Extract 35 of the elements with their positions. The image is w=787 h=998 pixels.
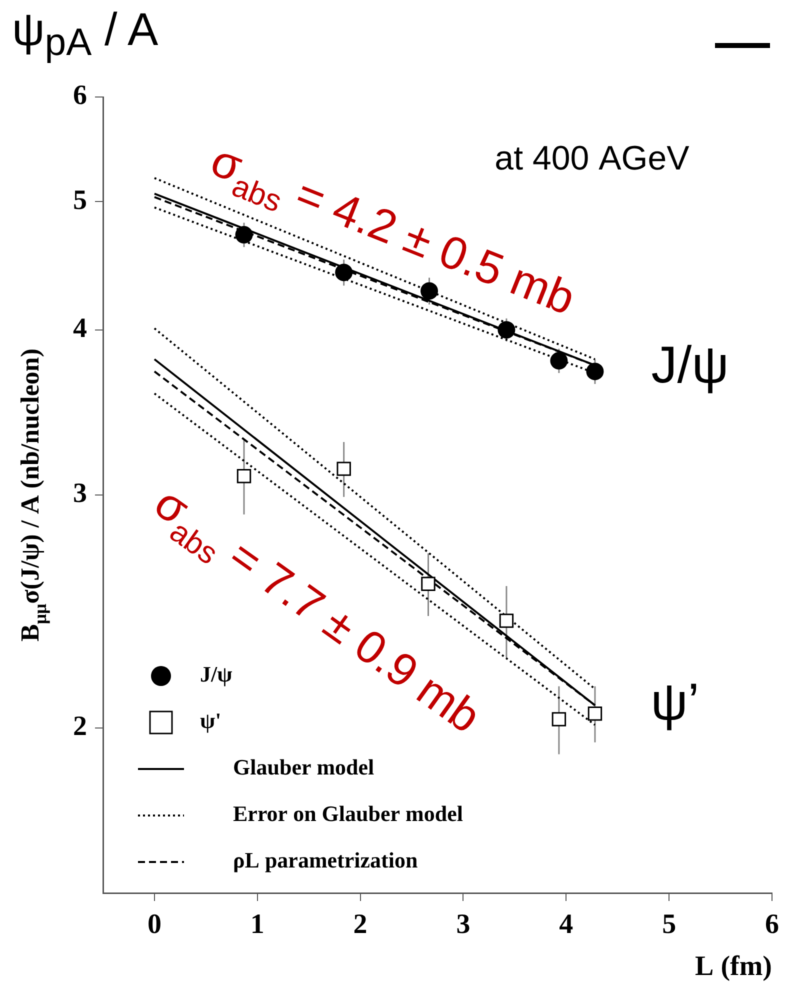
point [499,614,514,628]
x-tick-label: 3 [456,909,470,940]
y-tick-label: 6 [73,80,87,112]
x-tick-label: 0 [147,909,162,940]
point [235,226,253,244]
point [588,706,602,721]
point [336,462,351,476]
legend-label: Glauber model [233,754,374,780]
y-tick-label: 4 [73,313,87,344]
point [498,321,516,339]
y-tick-label: 5 [73,184,87,216]
legend-label: Error on Glauber model [233,801,463,826]
chart-title: ψ$_{pA}$ / A [12,2,158,66]
y-tick-label: 2 [73,711,87,742]
x-tick-label: 5 [662,909,676,940]
annotation: ψ’ [650,673,700,732]
x-tick-label: 2 [353,909,368,940]
x-axis-title: L (fm) [695,951,772,982]
legend-label: J/ψ [200,662,232,687]
annotation: J/ψ [651,336,729,394]
point [335,264,353,282]
point [421,576,436,591]
point [586,362,604,380]
x-tick-label: 4 [559,909,574,940]
y-axis-title: Bμμσ(J/ψ) / A (nb/nucleon) [16,348,50,642]
y-tick-label: 3 [73,478,87,510]
point [552,712,566,726]
point [420,282,438,300]
x-tick-label: 1 [250,909,264,940]
point [236,469,252,484]
annotation: at 400 AGeV [494,139,690,178]
legend-label: ψ' [200,708,222,734]
legend-label: ρL parametrization [233,848,418,873]
point [550,352,568,370]
x-tick-label: 6 [765,909,779,940]
